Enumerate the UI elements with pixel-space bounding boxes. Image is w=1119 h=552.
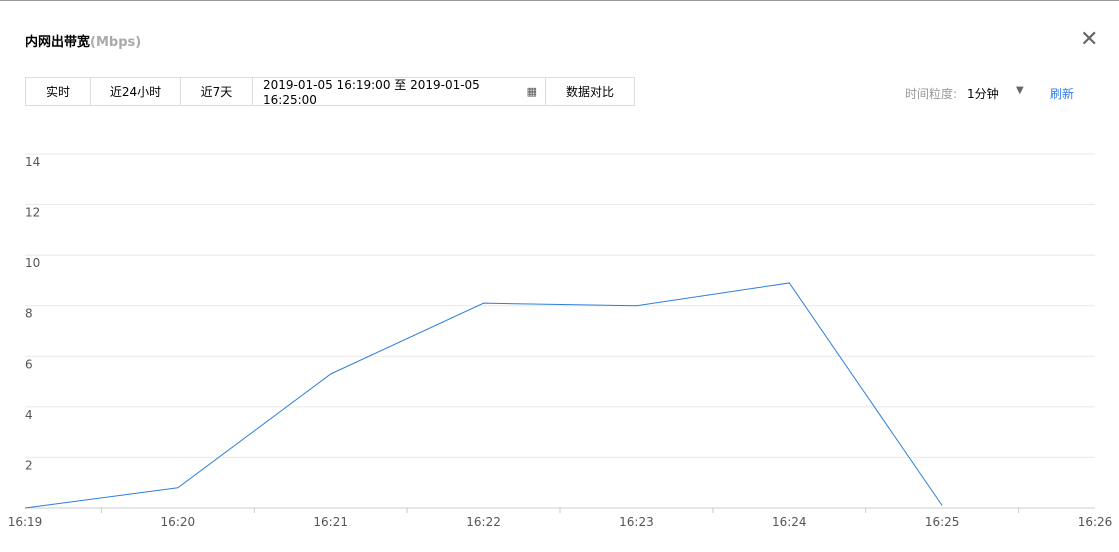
title-text: 内网出带宽 [25,35,91,50]
range-button[interactable]: 近24小时 [90,77,181,106]
y-tick-label: 10 [25,256,40,270]
x-tick-label: 16:21 [313,515,348,529]
x-tick-label: 16:24 [772,515,807,529]
y-tick-label: 8 [25,307,33,321]
close-button[interactable]: ✕ [1080,27,1099,52]
x-tick-label: 16:19 [8,515,43,529]
y-tick-label: 6 [25,357,33,371]
y-tick-label: 14 [25,155,40,169]
toolbar: 实时 近24小时 近7天 2019-01-05 16:19:00 至 2019-… [25,77,635,107]
x-tick-label: 16:20 [161,515,196,529]
y-tick-label: 2 [25,458,33,472]
dropdown-arrow[interactable]: ▼ [1016,85,1024,96]
date-range[interactable]: 2019-01-05 16:19:00 至 2019-01-05 16:25:0… [252,77,546,107]
unit: (Mbps) [90,35,142,50]
title: 内网出带宽(Mbps) [25,31,141,50]
y-tick-label: 4 [25,408,33,422]
y-tick-label: 12 [25,206,40,220]
refresh-button[interactable]: 刷新 [1050,87,1075,101]
x-tick-label: 16:26 [1078,515,1113,529]
compare-button[interactable]: 数据对比 [545,77,635,106]
data-line [24,282,943,509]
granularity-value[interactable]: 1分钟 [967,87,999,101]
x-tick-label: 16:23 [619,515,654,529]
calendar-icon: ▦ [526,85,537,98]
date-range-text: 2019-01-05 16:19:00 至 2019-01-05 16:25:0… [263,78,480,107]
x-tick-label: 16:22 [466,515,501,529]
granularity-label: 时间粒度: [905,87,958,101]
chart: 2 4 6 8 10 12 14 16:19 16:20 16:21 16:22 16:23 16:24… [8,153,1113,529]
range-button[interactable]: 实时 [25,77,91,106]
x-tick-label: 16:25 [925,515,960,529]
range-button[interactable]: 近7天 [180,77,253,106]
